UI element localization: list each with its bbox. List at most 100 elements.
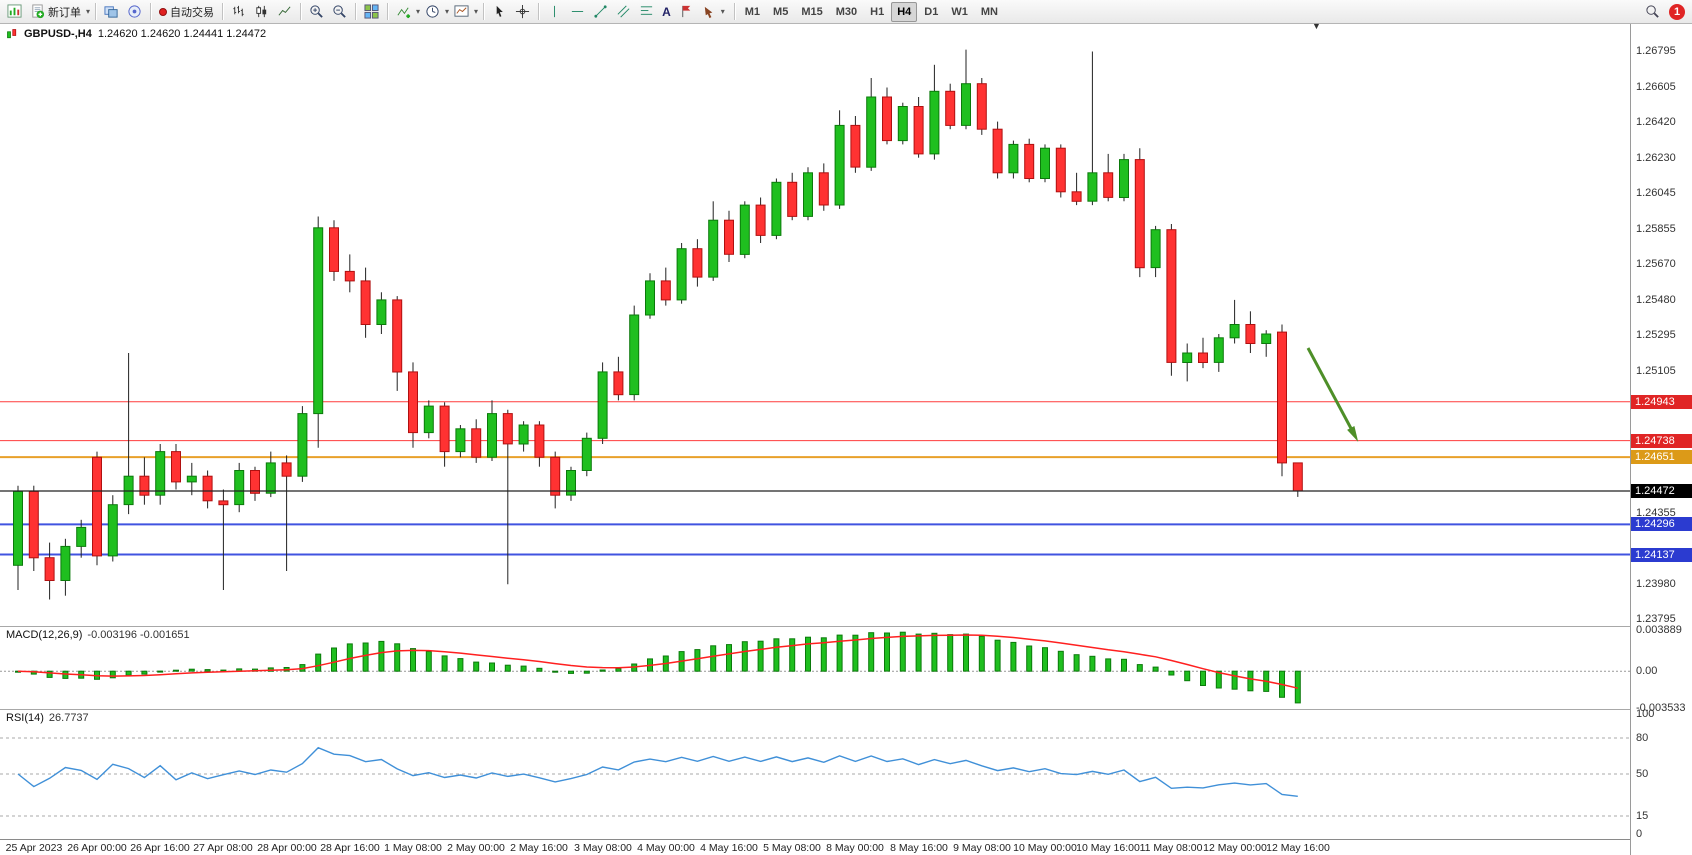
- candle-up: [13, 490, 23, 566]
- candle-down: [945, 90, 956, 126]
- pane-separator[interactable]: [0, 709, 1692, 710]
- crosshair-button[interactable]: [511, 2, 534, 22]
- arrow-annotation[interactable]: [1306, 347, 1356, 435]
- candle-down: [787, 181, 798, 217]
- time-axis-label: 10 May 00:00: [1013, 842, 1077, 854]
- timeframe-button-D1[interactable]: D1: [918, 2, 944, 22]
- macd-histogram-bar: [568, 670, 574, 674]
- indicators-button[interactable]: [392, 2, 415, 22]
- horizontal-line-button[interactable]: [566, 2, 589, 22]
- time-axis-label: 4 May 00:00: [637, 842, 695, 854]
- macd-histogram-bar: [694, 649, 701, 672]
- candle-down: [1055, 147, 1066, 193]
- main-chart-pane[interactable]: GBPUSD-,H4 1.24620 1.24620 1.24441 1.244…: [0, 21, 1630, 626]
- candle-down: [1024, 143, 1035, 179]
- candle-up: [1182, 352, 1193, 363]
- bar-chart-button[interactable]: [227, 2, 250, 22]
- cursor-button[interactable]: [488, 2, 511, 22]
- market-icon: [128, 5, 141, 18]
- macd-axis-label: 0.003889: [1636, 624, 1682, 636]
- notification-badge[interactable]: 1: [1669, 3, 1685, 20]
- new-chart-icon: [7, 4, 22, 18]
- new-order-caret-icon[interactable]: ▾: [86, 7, 91, 16]
- rsi-value: 26.7737: [48, 712, 89, 724]
- macd-histogram-bar: [315, 653, 322, 672]
- timeframe-button-H1[interactable]: H1: [864, 2, 890, 22]
- time-axis[interactable]: 25 Apr 2023 26 Apr 00:00 26 Apr 16:00 27 Ap…: [0, 839, 1692, 855]
- text-tool-button[interactable]: A: [658, 2, 675, 22]
- templates-caret-icon[interactable]: ▾: [474, 7, 479, 16]
- candle-up: [803, 172, 813, 217]
- periods-caret-icon[interactable]: ▾: [445, 7, 450, 16]
- price-axis-label: 1.23795: [1636, 613, 1676, 625]
- macd-histogram-bar: [1073, 654, 1080, 672]
- search-icon: [1646, 5, 1659, 18]
- macd-histogram-bar: [884, 632, 890, 672]
- new-order-button[interactable]: 新订单: [26, 2, 85, 22]
- candle-down: [550, 456, 561, 496]
- candle-up: [265, 462, 276, 494]
- autotrading-button[interactable]: 自动交易: [155, 2, 218, 22]
- profiles-button[interactable]: [100, 2, 123, 22]
- macd-histogram-bar: [710, 645, 717, 672]
- candle-chart-button[interactable]: [250, 2, 273, 22]
- periods-button[interactable]: [421, 2, 444, 22]
- timeframe-button-H4[interactable]: H4: [891, 1, 918, 22]
- time-axis-label: 10 May 16:00: [1076, 842, 1140, 854]
- macd-histogram-bar: [757, 640, 764, 672]
- candle-down: [360, 280, 371, 325]
- timeframe-button-M5[interactable]: M5: [767, 2, 794, 22]
- price-axis-label: 1.25295: [1636, 329, 1676, 341]
- autotrading-status-icon: [159, 7, 168, 16]
- trendline-button[interactable]: [589, 2, 612, 22]
- templates-button[interactable]: [450, 2, 473, 22]
- crosshair-icon: [516, 4, 530, 19]
- zoom-in-button[interactable]: [305, 2, 328, 22]
- macd-histogram-bar: [1010, 641, 1017, 672]
- macd-histogram-bar: [615, 668, 622, 672]
- timeframe-button-M1[interactable]: M1: [739, 2, 766, 22]
- candlestick-chart[interactable]: [0, 24, 1630, 626]
- candle-down: [913, 106, 924, 155]
- tile-windows-button[interactable]: [360, 2, 383, 22]
- search-button[interactable]: [1641, 2, 1664, 22]
- channel-button[interactable]: [612, 2, 635, 22]
- macd-histogram-bar: [46, 670, 53, 678]
- line-chart-button[interactable]: [273, 2, 296, 22]
- vertical-line-button[interactable]: [543, 2, 566, 22]
- shapes-button[interactable]: ▾: [698, 2, 730, 22]
- candle-up: [1008, 143, 1019, 174]
- periods-clock-icon: [426, 5, 439, 18]
- indicators-caret-icon[interactable]: ▾: [416, 7, 421, 16]
- candle-down: [755, 204, 766, 236]
- pane-separator[interactable]: [0, 626, 1692, 627]
- candle-up: [186, 475, 197, 483]
- candle-down: [502, 413, 513, 445]
- zoom-out-button[interactable]: [328, 2, 351, 22]
- macd-histogram-bar: [741, 641, 748, 672]
- candle-down: [329, 227, 339, 272]
- macd-histogram-bar: [1200, 670, 1206, 687]
- macd-histogram-bar: [994, 639, 1001, 672]
- timeframe-button-MN[interactable]: MN: [975, 2, 1004, 22]
- chart-shift-marker[interactable]: ▼: [1312, 21, 1321, 31]
- macd-histogram-bar: [473, 661, 480, 672]
- price-axis[interactable]: 1.26795 1.26605 1.26420 1.26230 1.26045 1.258…: [1630, 24, 1692, 855]
- fibonacci-button[interactable]: [635, 2, 658, 22]
- macd-chart: [0, 631, 1630, 704]
- timeframe-button-W1[interactable]: W1: [945, 2, 974, 22]
- price-line-badge: 1.24738: [1631, 434, 1692, 448]
- timeframe-button-M15[interactable]: M15: [795, 2, 828, 22]
- candle-down: [1277, 331, 1287, 464]
- market-watch-button[interactable]: [123, 2, 146, 22]
- time-axis-label: 25 Apr 2023: [5, 842, 63, 854]
- candle-up: [708, 219, 719, 278]
- rsi-pane[interactable]: RSI(14) 26.7737: [0, 710, 1630, 839]
- macd-histogram-bar: [394, 643, 401, 672]
- new-chart-button[interactable]: [3, 2, 26, 22]
- text-label-button[interactable]: [675, 2, 698, 22]
- timeframe-button-M30[interactable]: M30: [830, 2, 863, 22]
- macd-histogram-bar: [125, 670, 132, 676]
- candle-up: [234, 470, 245, 506]
- macd-pane[interactable]: MACD(12,26,9) -0.003196 -0.001651: [0, 627, 1630, 709]
